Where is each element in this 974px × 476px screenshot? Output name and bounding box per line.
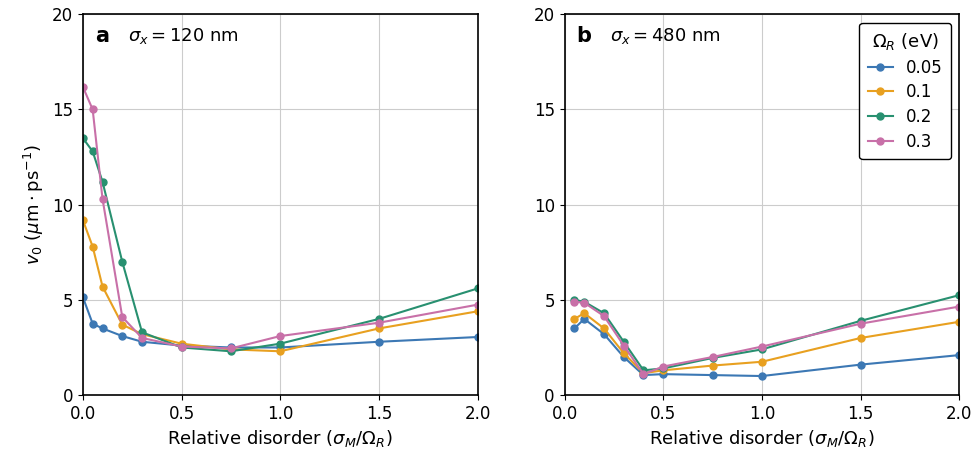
0.3 xyxy=(638,371,650,377)
0.3 xyxy=(707,354,719,360)
0.05 xyxy=(77,294,89,300)
0.2 xyxy=(96,179,108,185)
0.1 xyxy=(954,319,965,325)
0.1 xyxy=(618,350,629,356)
Line: 0.05: 0.05 xyxy=(571,316,963,379)
0.05 xyxy=(707,372,719,378)
0.3 xyxy=(96,196,108,202)
0.05 xyxy=(275,345,286,350)
0.05 xyxy=(657,371,669,377)
0.05 xyxy=(598,331,610,337)
0.2 xyxy=(175,345,187,350)
0.3 xyxy=(225,346,237,351)
Line: 0.2: 0.2 xyxy=(571,292,963,374)
0.2 xyxy=(618,339,629,345)
0.3 xyxy=(87,107,98,112)
0.3 xyxy=(657,364,669,369)
0.2 xyxy=(855,318,867,324)
0.1 xyxy=(569,316,581,322)
0.3 xyxy=(471,302,483,307)
0.05 xyxy=(117,333,129,339)
0.05 xyxy=(618,354,629,360)
0.2 xyxy=(638,367,650,373)
0.05 xyxy=(638,372,650,378)
0.3 xyxy=(618,343,629,348)
Text: $\sigma_x = 120$ nm: $\sigma_x = 120$ nm xyxy=(129,26,240,46)
0.2 xyxy=(598,310,610,316)
0.2 xyxy=(707,355,719,361)
0.2 xyxy=(954,292,965,298)
X-axis label: Relative disorder $(\sigma_M/\Omega_R)$: Relative disorder $(\sigma_M/\Omega_R)$ xyxy=(168,428,393,449)
0.3 xyxy=(756,344,768,349)
X-axis label: Relative disorder $(\sigma_M/\Omega_R)$: Relative disorder $(\sigma_M/\Omega_R)$ xyxy=(650,428,875,449)
0.3 xyxy=(77,84,89,89)
0.1 xyxy=(117,322,129,327)
0.3 xyxy=(569,299,581,305)
0.2 xyxy=(275,341,286,347)
0.3 xyxy=(598,313,610,319)
0.3 xyxy=(275,333,286,339)
0.1 xyxy=(598,326,610,331)
0.2 xyxy=(569,297,581,303)
0.2 xyxy=(136,329,148,335)
0.1 xyxy=(275,348,286,354)
Text: $\mathbf{a}$: $\mathbf{a}$ xyxy=(94,26,109,46)
0.1 xyxy=(175,341,187,347)
Line: 0.1: 0.1 xyxy=(571,310,963,377)
0.3 xyxy=(175,344,187,349)
0.05 xyxy=(756,373,768,379)
0.05 xyxy=(373,339,385,345)
0.1 xyxy=(579,310,590,316)
Line: 0.05: 0.05 xyxy=(79,294,481,351)
0.1 xyxy=(77,217,89,223)
0.2 xyxy=(77,135,89,141)
0.05 xyxy=(136,339,148,345)
0.2 xyxy=(756,347,768,352)
0.2 xyxy=(373,316,385,322)
0.05 xyxy=(175,343,187,348)
0.05 xyxy=(954,352,965,358)
0.2 xyxy=(657,366,669,371)
0.05 xyxy=(855,362,867,367)
Line: 0.3: 0.3 xyxy=(571,298,963,377)
0.05 xyxy=(87,321,98,327)
0.1 xyxy=(225,347,237,352)
Line: 0.1: 0.1 xyxy=(79,217,481,355)
0.1 xyxy=(87,244,98,249)
0.2 xyxy=(471,286,483,291)
Legend: 0.05, 0.1, 0.2, 0.3: 0.05, 0.1, 0.2, 0.3 xyxy=(859,23,951,159)
0.3 xyxy=(117,314,129,320)
Text: $\mathbf{b}$: $\mathbf{b}$ xyxy=(577,26,592,46)
Y-axis label: $v_0$ $(\mu\mathrm{m} \cdot \mathrm{ps}^{-1})$: $v_0$ $(\mu\mathrm{m} \cdot \mathrm{ps}^… xyxy=(22,144,47,265)
0.3 xyxy=(373,320,385,326)
0.1 xyxy=(855,335,867,341)
Text: $\sigma_x = 480$ nm: $\sigma_x = 480$ nm xyxy=(610,26,721,46)
0.1 xyxy=(707,363,719,368)
0.3 xyxy=(136,335,148,341)
0.2 xyxy=(579,299,590,305)
0.1 xyxy=(657,367,669,373)
0.1 xyxy=(638,370,650,376)
0.05 xyxy=(225,345,237,350)
0.1 xyxy=(373,326,385,331)
0.1 xyxy=(136,331,148,337)
0.05 xyxy=(96,326,108,331)
0.1 xyxy=(96,284,108,289)
0.05 xyxy=(471,334,483,340)
0.2 xyxy=(117,259,129,265)
Line: 0.3: 0.3 xyxy=(79,83,481,352)
0.3 xyxy=(855,321,867,327)
0.1 xyxy=(471,308,483,314)
0.3 xyxy=(579,300,590,306)
0.3 xyxy=(954,304,965,309)
0.1 xyxy=(756,359,768,365)
Line: 0.2: 0.2 xyxy=(79,135,481,355)
0.2 xyxy=(225,348,237,354)
0.2 xyxy=(87,149,98,154)
0.05 xyxy=(579,316,590,322)
0.05 xyxy=(569,326,581,331)
